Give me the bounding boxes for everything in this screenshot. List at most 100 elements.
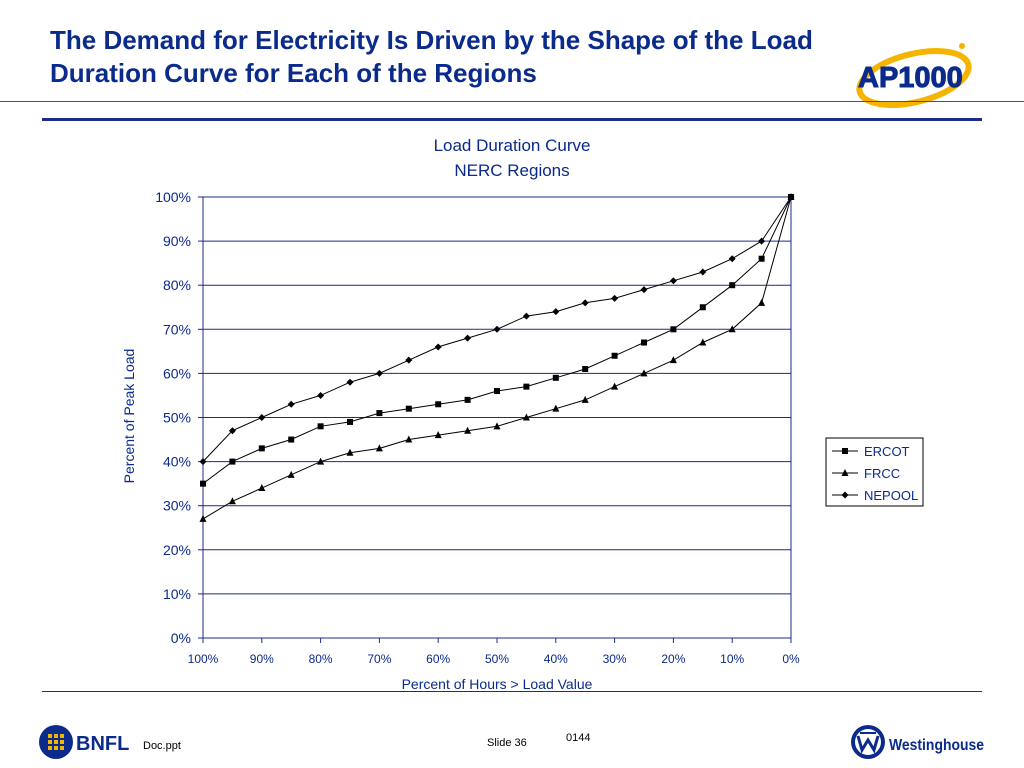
x-tick-label: 40% bbox=[544, 652, 568, 666]
data-point-frcc bbox=[405, 435, 413, 443]
x-tick-label: 10% bbox=[720, 652, 744, 666]
data-point-nepool bbox=[522, 312, 530, 320]
data-point-nepool bbox=[346, 378, 354, 386]
slide-title-line-2: Duration Curve for Each of the Regions bbox=[50, 58, 537, 88]
westinghouse-logo: Westinghouse bbox=[851, 725, 984, 759]
data-point-nepool bbox=[728, 255, 736, 263]
x-tick-label: 20% bbox=[661, 652, 685, 666]
series-layer bbox=[199, 193, 795, 522]
data-point-ercot bbox=[317, 423, 324, 430]
legend-marker-ercot bbox=[842, 448, 848, 454]
y-axis-ticks: 0% 10% 20% 30% 40% 50% 60% 70% 80% 90% 100% bbox=[155, 189, 203, 646]
data-point-frcc bbox=[699, 338, 707, 346]
x-tick-label: 70% bbox=[367, 652, 391, 666]
data-point-nepool bbox=[758, 237, 766, 245]
footer-slide-number: Slide 36 bbox=[487, 737, 527, 749]
data-point-ercot bbox=[464, 396, 471, 403]
y-tick-label: 80% bbox=[163, 277, 191, 293]
x-tick-label: 0% bbox=[782, 652, 800, 666]
data-point-ercot bbox=[258, 445, 265, 452]
data-point-frcc bbox=[758, 298, 766, 306]
chart-subtitle: NERC Regions bbox=[454, 161, 569, 180]
data-point-ercot bbox=[758, 255, 765, 262]
data-point-ercot bbox=[523, 383, 530, 390]
series-line-frcc bbox=[202, 196, 792, 520]
data-point-frcc bbox=[464, 426, 472, 434]
data-point-ercot bbox=[347, 418, 353, 425]
data-point-nepool bbox=[287, 400, 295, 408]
data-point-nepool bbox=[581, 299, 589, 307]
data-point-frcc bbox=[493, 422, 501, 430]
footer-code: 0144 bbox=[566, 732, 591, 744]
legend-label-nepool: NEPOOL bbox=[864, 488, 918, 503]
x-tick-label: 50% bbox=[485, 652, 509, 666]
data-point-frcc bbox=[199, 514, 207, 522]
ap1000-logo-text: AP1000 bbox=[858, 62, 963, 94]
data-point-nepool bbox=[699, 268, 707, 276]
data-point-ercot bbox=[699, 304, 706, 311]
data-point-frcc bbox=[434, 431, 442, 439]
data-point-frcc bbox=[611, 382, 619, 390]
data-point-ercot bbox=[200, 480, 206, 487]
bnfl-logo: BNFL bbox=[39, 725, 129, 759]
y-tick-label: 10% bbox=[163, 586, 191, 602]
data-point-ercot bbox=[405, 405, 412, 412]
y-tick-label: 70% bbox=[163, 321, 191, 337]
data-point-ercot bbox=[435, 401, 442, 408]
data-point-frcc bbox=[552, 404, 560, 412]
legend-item-ercot: ERCOT bbox=[832, 444, 910, 459]
legend-item-nepool: NEPOOL bbox=[832, 488, 918, 503]
slide-title: The Demand for Electricity Is Driven by … bbox=[50, 24, 850, 90]
legend-label-frcc: FRCC bbox=[864, 466, 900, 481]
data-point-ercot bbox=[670, 326, 677, 333]
series-frcc bbox=[199, 193, 795, 522]
data-point-nepool bbox=[787, 193, 795, 201]
series-nepool bbox=[199, 193, 795, 466]
x-tick-label: 30% bbox=[603, 652, 627, 666]
header-rule-thick bbox=[42, 118, 982, 121]
data-point-ercot bbox=[641, 339, 647, 346]
data-point-frcc bbox=[581, 395, 589, 403]
legend-item-frcc: FRCC bbox=[832, 466, 900, 481]
y-tick-label: 0% bbox=[171, 630, 191, 646]
data-point-frcc bbox=[728, 325, 736, 333]
data-point-frcc bbox=[228, 497, 236, 505]
y-tick-label: 30% bbox=[163, 498, 191, 514]
x-tick-label: 100% bbox=[188, 652, 219, 666]
legend: ERCOT FRCC NEPOOL bbox=[825, 437, 924, 507]
data-point-nepool bbox=[464, 334, 472, 342]
data-point-nepool bbox=[434, 343, 442, 351]
data-point-ercot bbox=[729, 282, 736, 289]
y-tick-label: 90% bbox=[163, 233, 191, 249]
data-point-frcc bbox=[640, 369, 648, 377]
data-point-nepool bbox=[258, 414, 266, 421]
data-point-frcc bbox=[522, 413, 530, 421]
data-point-ercot bbox=[611, 352, 618, 359]
x-tick-label: 90% bbox=[250, 652, 274, 666]
series-ercot bbox=[200, 194, 794, 487]
gridlines bbox=[203, 196, 791, 595]
header-rule-thin bbox=[0, 101, 1024, 102]
legend-marker-frcc bbox=[841, 469, 849, 476]
data-point-ercot bbox=[288, 436, 295, 443]
legend-label-ercot: ERCOT bbox=[864, 444, 910, 459]
data-point-nepool bbox=[493, 325, 501, 333]
y-tick-label: 50% bbox=[163, 410, 191, 426]
data-point-ercot bbox=[376, 410, 383, 417]
data-point-nepool bbox=[640, 286, 648, 294]
data-point-nepool bbox=[375, 369, 383, 377]
y-tick-label: 40% bbox=[163, 454, 191, 470]
footer-rule bbox=[42, 691, 982, 692]
x-axis-label: Percent of Hours > Load Value bbox=[402, 676, 593, 692]
chart-title: Load Duration Curve bbox=[434, 136, 591, 155]
footer-filename: Doc.ppt bbox=[143, 740, 181, 752]
y-axis-label: Percent of Peak Load bbox=[121, 349, 137, 484]
data-point-nepool bbox=[611, 294, 619, 302]
data-point-nepool bbox=[552, 308, 560, 316]
data-point-nepool bbox=[669, 277, 677, 285]
bnfl-logo-text: BNFL bbox=[76, 733, 129, 755]
y-tick-label: 60% bbox=[163, 365, 191, 381]
slide-title-line-1: The Demand for Electricity Is Driven by … bbox=[50, 25, 813, 55]
x-tick-label: 60% bbox=[426, 652, 450, 666]
